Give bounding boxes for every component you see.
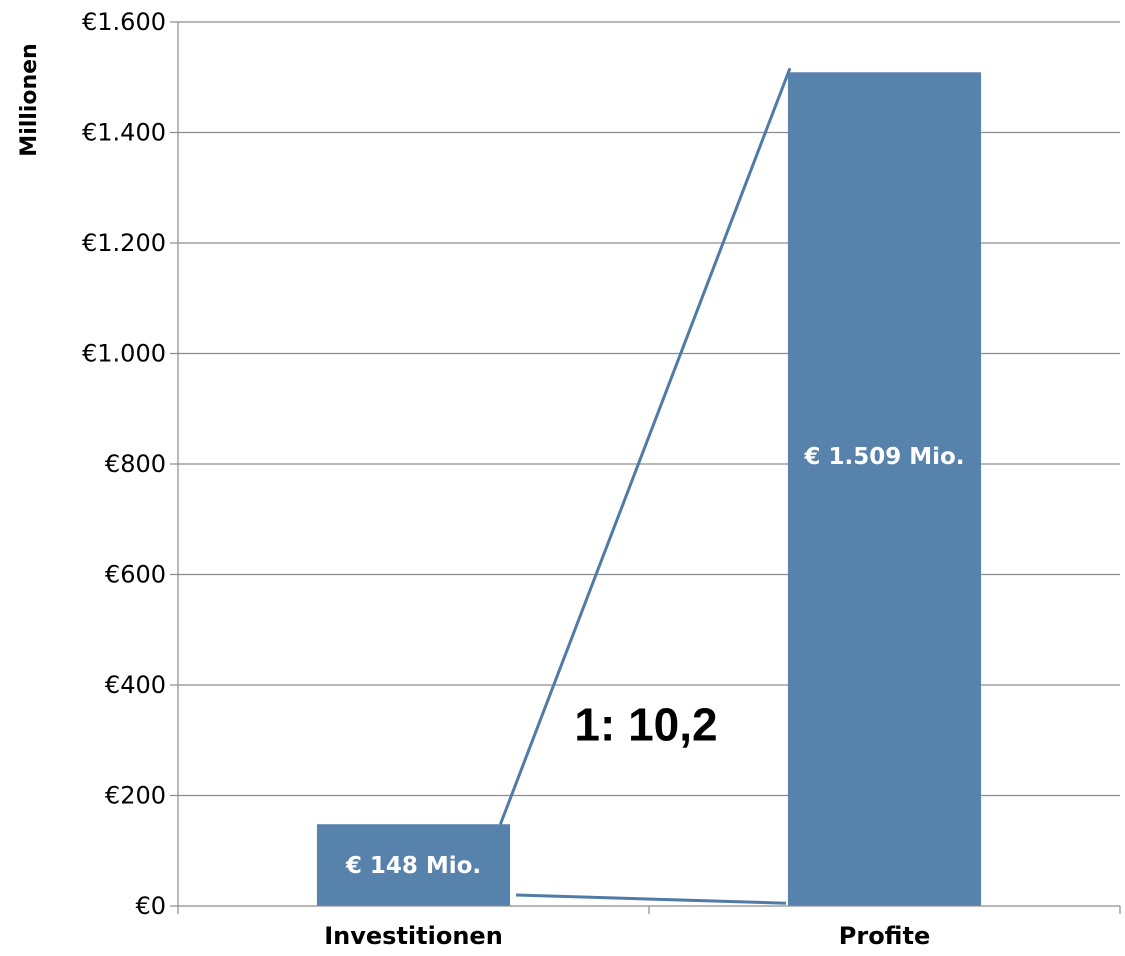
bar-profite — [787, 72, 982, 907]
y-tick-label: €800 — [105, 450, 166, 478]
y-tick-label: €1.600 — [82, 8, 166, 36]
y-tick-label: €1.400 — [82, 119, 166, 147]
y-axis-ticks: €0 €200 €400 €600 €800 €1.000 €1.200 €1.400 €1.6… — [82, 8, 1121, 920]
y-tick-label: €200 — [105, 782, 166, 810]
category-labels: Investitionen Profite — [324, 922, 930, 950]
y-tick-label: €400 — [105, 671, 166, 699]
y-tick-label: €600 — [105, 561, 166, 589]
bars — [316, 72, 982, 907]
connector-line-top — [498, 67, 792, 825]
ratio-annotation: 1: 10,2 — [574, 698, 717, 750]
y-tick-label: €1.000 — [82, 340, 166, 368]
bar-data-labels: € 148 Mio. € 1.509 Mio. — [345, 444, 965, 879]
y-tick-label: €1.200 — [82, 229, 166, 257]
bar-data-label: € 148 Mio. — [345, 853, 481, 879]
ratio-connectors — [498, 67, 792, 905]
category-label: Investitionen — [324, 922, 503, 950]
connector-line-bottom — [516, 893, 786, 905]
y-tick-label: €0 — [135, 892, 166, 920]
gridlines — [178, 21, 1120, 797]
y-axis-title: Millionen — [17, 43, 42, 156]
category-label: Profite — [839, 922, 930, 950]
bar-investitionen — [316, 824, 511, 906]
bar-data-label: € 1.509 Mio. — [803, 444, 964, 470]
